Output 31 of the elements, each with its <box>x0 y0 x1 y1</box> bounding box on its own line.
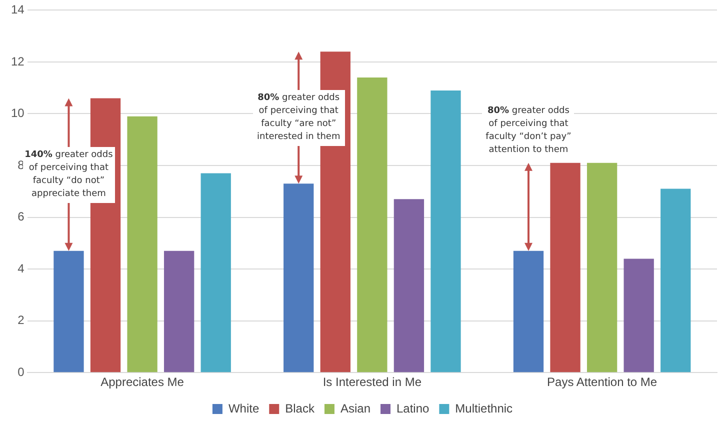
bar <box>394 199 424 372</box>
bar <box>586 162 618 372</box>
bar <box>164 250 194 372</box>
legend-label: Multiethnic <box>455 401 513 416</box>
bar <box>513 250 544 372</box>
bar <box>200 173 231 372</box>
bar <box>284 184 314 372</box>
y-tick-label: 10 <box>10 106 25 120</box>
legend-label: White <box>228 401 260 416</box>
bar <box>127 116 158 372</box>
x-tick-label: Is Interested in Me <box>322 375 422 390</box>
x-tick-label: Appreciates Me <box>100 375 184 390</box>
y-tick-label: 12 <box>10 54 25 68</box>
bar <box>54 250 84 372</box>
annotation: 80% greater odds of perceiving that faculty “are not” interested in them <box>252 90 345 146</box>
bar <box>624 258 654 372</box>
y-tick-label: 4 <box>18 261 25 276</box>
y-tick-label: 0 <box>18 364 25 379</box>
x-tick-label: Pays Attention to Me <box>547 375 658 390</box>
bar <box>660 188 691 372</box>
legend-label: Asian <box>340 401 371 416</box>
annotation: 80% greater odds of perceiving that faculty “don’t pay” attention to them <box>482 102 574 159</box>
legend-label: Black <box>285 401 316 416</box>
bar <box>430 90 461 372</box>
annotation: 140% greater odds of perceiving that faculty “do not” appreciate them <box>22 146 115 203</box>
y-tick-label: 2 <box>18 313 25 328</box>
y-tick-label: 6 <box>18 210 25 224</box>
legend-label: Latino <box>396 401 430 416</box>
y-tick-label: 14 <box>10 2 25 17</box>
bar <box>550 162 580 372</box>
bar <box>357 78 388 372</box>
